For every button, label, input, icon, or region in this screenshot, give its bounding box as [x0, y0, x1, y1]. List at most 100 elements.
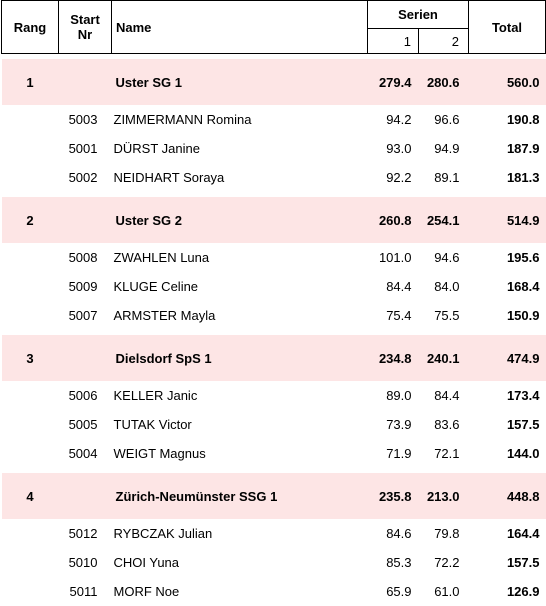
team-serie-1: 279.4 [368, 59, 419, 105]
member-start-nr: 5002 [59, 163, 112, 192]
member-name: MORF Noe [112, 577, 368, 606]
member-total: 150.9 [469, 301, 546, 330]
member-total: 181.3 [469, 163, 546, 192]
member-name: ARMSTER Mayla [112, 301, 368, 330]
team-total: 514.9 [469, 197, 546, 243]
member-start-nr: 5004 [59, 439, 112, 468]
member-start-nr: 5011 [59, 577, 112, 606]
header-total: Total [469, 1, 546, 54]
member-start-nr: 5008 [59, 243, 112, 272]
member-total: 190.8 [469, 105, 546, 134]
header-start-nr: Start Nr [59, 1, 112, 54]
team-total: 448.8 [469, 473, 546, 519]
team-serie-1: 260.8 [368, 197, 419, 243]
member-name: TUTAK Victor [112, 410, 368, 439]
member-serie-2: 84.4 [419, 381, 469, 410]
member-serie-1: 89.0 [368, 381, 419, 410]
member-serie-1: 84.4 [368, 272, 419, 301]
team-serie-2: 280.6 [419, 59, 469, 105]
member-rang [2, 381, 59, 410]
member-serie-1: 84.6 [368, 519, 419, 548]
table-header: Rang Start Nr Name Serien Total 1 2 [2, 1, 546, 54]
member-serie-2: 72.1 [419, 439, 469, 468]
team-start [59, 59, 112, 105]
member-serie-2: 75.5 [419, 301, 469, 330]
member-total: 187.9 [469, 134, 546, 163]
team-name: Zürich-Neumünster SSG 1 [112, 473, 368, 519]
member-serie-2: 94.6 [419, 243, 469, 272]
header-serien: Serien [368, 1, 469, 29]
member-name: RYBCZAK Julian [112, 519, 368, 548]
team-serie-2: 254.1 [419, 197, 469, 243]
team-total: 560.0 [469, 59, 546, 105]
member-rang [2, 301, 59, 330]
team-rang: 4 [2, 473, 59, 519]
team-serie-1: 235.8 [368, 473, 419, 519]
member-rang [2, 548, 59, 577]
member-serie-1: 92.2 [368, 163, 419, 192]
header-start-nr-line1: Start [70, 12, 100, 27]
member-serie-1: 94.2 [368, 105, 419, 134]
header-rang: Rang [2, 1, 59, 54]
member-serie-1: 93.0 [368, 134, 419, 163]
team-name: Uster SG 2 [112, 197, 368, 243]
team-start [59, 197, 112, 243]
member-name: CHOI Yuna [112, 548, 368, 577]
header-serie-1: 1 [368, 29, 419, 54]
member-name: NEIDHART Soraya [112, 163, 368, 192]
header-name: Name [112, 1, 368, 54]
member-rang [2, 439, 59, 468]
member-start-nr: 5001 [59, 134, 112, 163]
team-name: Dielsdorf SpS 1 [112, 335, 368, 381]
member-total: 144.0 [469, 439, 546, 468]
member-serie-2: 89.1 [419, 163, 469, 192]
member-serie-2: 96.6 [419, 105, 469, 134]
member-start-nr: 5010 [59, 548, 112, 577]
member-rang [2, 105, 59, 134]
member-name: ZIMMERMANN Romina [112, 105, 368, 134]
team-serie-2: 240.1 [419, 335, 469, 381]
member-serie-2: 72.2 [419, 548, 469, 577]
member-start-nr: 5006 [59, 381, 112, 410]
team-start [59, 473, 112, 519]
team-rang: 3 [2, 335, 59, 381]
member-rang [2, 272, 59, 301]
member-start-nr: 5005 [59, 410, 112, 439]
member-name: KELLER Janic [112, 381, 368, 410]
member-start-nr: 5007 [59, 301, 112, 330]
member-total: 195.6 [469, 243, 546, 272]
member-total: 126.9 [469, 577, 546, 606]
member-serie-2: 84.0 [419, 272, 469, 301]
team-rang: 1 [2, 59, 59, 105]
member-start-nr: 5009 [59, 272, 112, 301]
member-name: KLUGE Celine [112, 272, 368, 301]
member-serie-1: 101.0 [368, 243, 419, 272]
team-rang: 2 [2, 197, 59, 243]
member-total: 164.4 [469, 519, 546, 548]
member-serie-1: 75.4 [368, 301, 419, 330]
member-serie-2: 94.9 [419, 134, 469, 163]
member-serie-1: 73.9 [368, 410, 419, 439]
member-serie-1: 71.9 [368, 439, 419, 468]
header-start-nr-line2: Nr [78, 27, 92, 42]
member-start-nr: 5012 [59, 519, 112, 548]
member-serie-2: 79.8 [419, 519, 469, 548]
member-serie-1: 85.3 [368, 548, 419, 577]
member-name: DÜRST Janine [112, 134, 368, 163]
member-total: 157.5 [469, 548, 546, 577]
